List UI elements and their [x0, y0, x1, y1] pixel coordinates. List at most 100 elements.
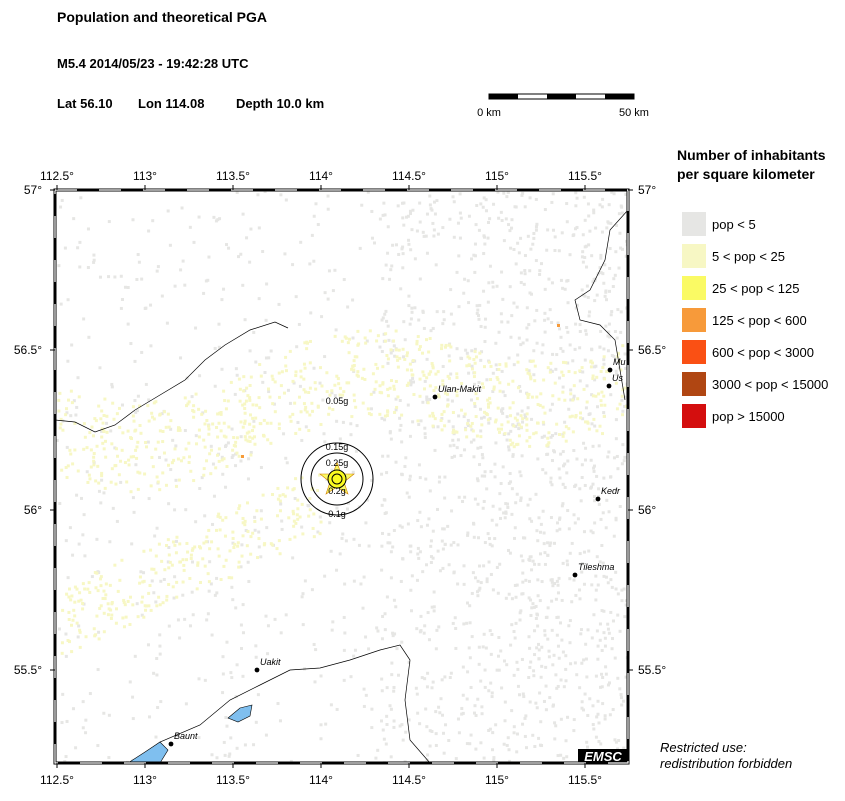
pop-cell [587, 214, 591, 218]
pop-cell [552, 541, 556, 545]
pop-cell [565, 326, 569, 330]
pop-cell [554, 597, 558, 601]
lon-label: 113° [133, 169, 157, 183]
pop-cell [215, 591, 219, 595]
pop-cell [599, 517, 603, 521]
pop-cell [528, 497, 532, 501]
pop-cell [515, 750, 519, 754]
pop-cell [480, 453, 484, 457]
pop-cell [261, 249, 265, 253]
pop-cell [381, 316, 385, 320]
pop-cell [179, 268, 183, 272]
pop-cell [554, 724, 558, 728]
pop-cell [431, 364, 435, 368]
pop-cell [60, 641, 64, 645]
pop-cell [60, 651, 64, 655]
pop-cell [618, 687, 622, 691]
pop-cell [161, 440, 165, 444]
pop-cell [98, 275, 102, 279]
pop-cell [411, 359, 415, 363]
pop-cell [606, 627, 610, 631]
pop-cell [550, 281, 554, 285]
pop-cell [229, 671, 233, 675]
pop-cell [530, 606, 534, 610]
pop-cell [266, 438, 270, 442]
pop-cell [81, 533, 85, 537]
pop-cell [573, 371, 577, 375]
pop-cell [391, 634, 395, 638]
pop-cell [529, 375, 533, 379]
pop-cell [338, 393, 342, 397]
pop-cell [558, 527, 562, 531]
pop-cell [423, 432, 427, 436]
pop-cell [527, 369, 531, 373]
pop-cell [434, 386, 438, 390]
pop-cell [57, 627, 61, 631]
pop-cell [478, 463, 482, 467]
pop-cell [511, 401, 515, 405]
pop-cell [574, 415, 578, 419]
pop-cell [488, 396, 492, 400]
pop-cell [486, 532, 490, 536]
pop-cell [101, 596, 105, 600]
pop-cell [216, 547, 220, 551]
pop-cell [613, 738, 617, 742]
pop-cell [569, 392, 573, 396]
pop-cell [595, 474, 599, 478]
pop-cell [576, 517, 580, 521]
pop-cell [476, 446, 480, 450]
pop-cell [102, 630, 106, 634]
pop-cell [347, 337, 351, 341]
pop-cell [595, 429, 599, 433]
pop-cell [510, 512, 514, 516]
pop-cell [174, 539, 178, 543]
pop-cell [475, 304, 479, 308]
pop-cell [77, 542, 81, 546]
pop-cell [200, 412, 204, 416]
pop-cell [171, 585, 175, 589]
pop-cell [391, 545, 395, 549]
pop-cell [450, 399, 454, 403]
pop-cell [452, 541, 456, 545]
pop-cell [557, 467, 561, 471]
pop-cell [155, 657, 159, 661]
pop-cell [119, 306, 123, 310]
pop-cell [521, 417, 525, 421]
pop-cell [313, 381, 317, 385]
pop-cell [286, 486, 290, 490]
pop-cell [551, 434, 555, 438]
pop-cell [298, 427, 302, 431]
pop-cell [510, 709, 514, 713]
pop-cell [103, 439, 107, 443]
pop-cell [246, 501, 250, 505]
pop-cell [167, 566, 171, 570]
pop-cell [432, 609, 436, 613]
pop-cell [66, 298, 70, 302]
pop-cell [212, 494, 216, 498]
pop-cell [479, 445, 483, 449]
pop-cell [488, 417, 492, 421]
pop-cell [151, 415, 155, 419]
pop-cell [428, 414, 432, 418]
pop-cell [495, 565, 499, 569]
pop-cell [563, 420, 567, 424]
pop-cell [126, 285, 130, 289]
pop-cell [443, 542, 447, 546]
pop-cell [155, 475, 159, 479]
pop-cell [491, 588, 495, 592]
pop-cell [264, 733, 268, 737]
pop-cell [606, 683, 610, 687]
pop-cell [597, 392, 601, 396]
pop-cell [229, 380, 233, 384]
pop-cell [436, 370, 440, 374]
pop-cell [589, 360, 593, 364]
pop-cell [443, 424, 447, 428]
pop-cell [231, 536, 235, 540]
pop-cell [560, 231, 564, 235]
pop-cell [592, 469, 596, 473]
place-label: Ulan-Makit [438, 384, 482, 394]
pop-cell [73, 448, 77, 452]
pop-cell [466, 531, 470, 535]
pop-cell [105, 414, 109, 418]
pop-cell [81, 700, 85, 704]
